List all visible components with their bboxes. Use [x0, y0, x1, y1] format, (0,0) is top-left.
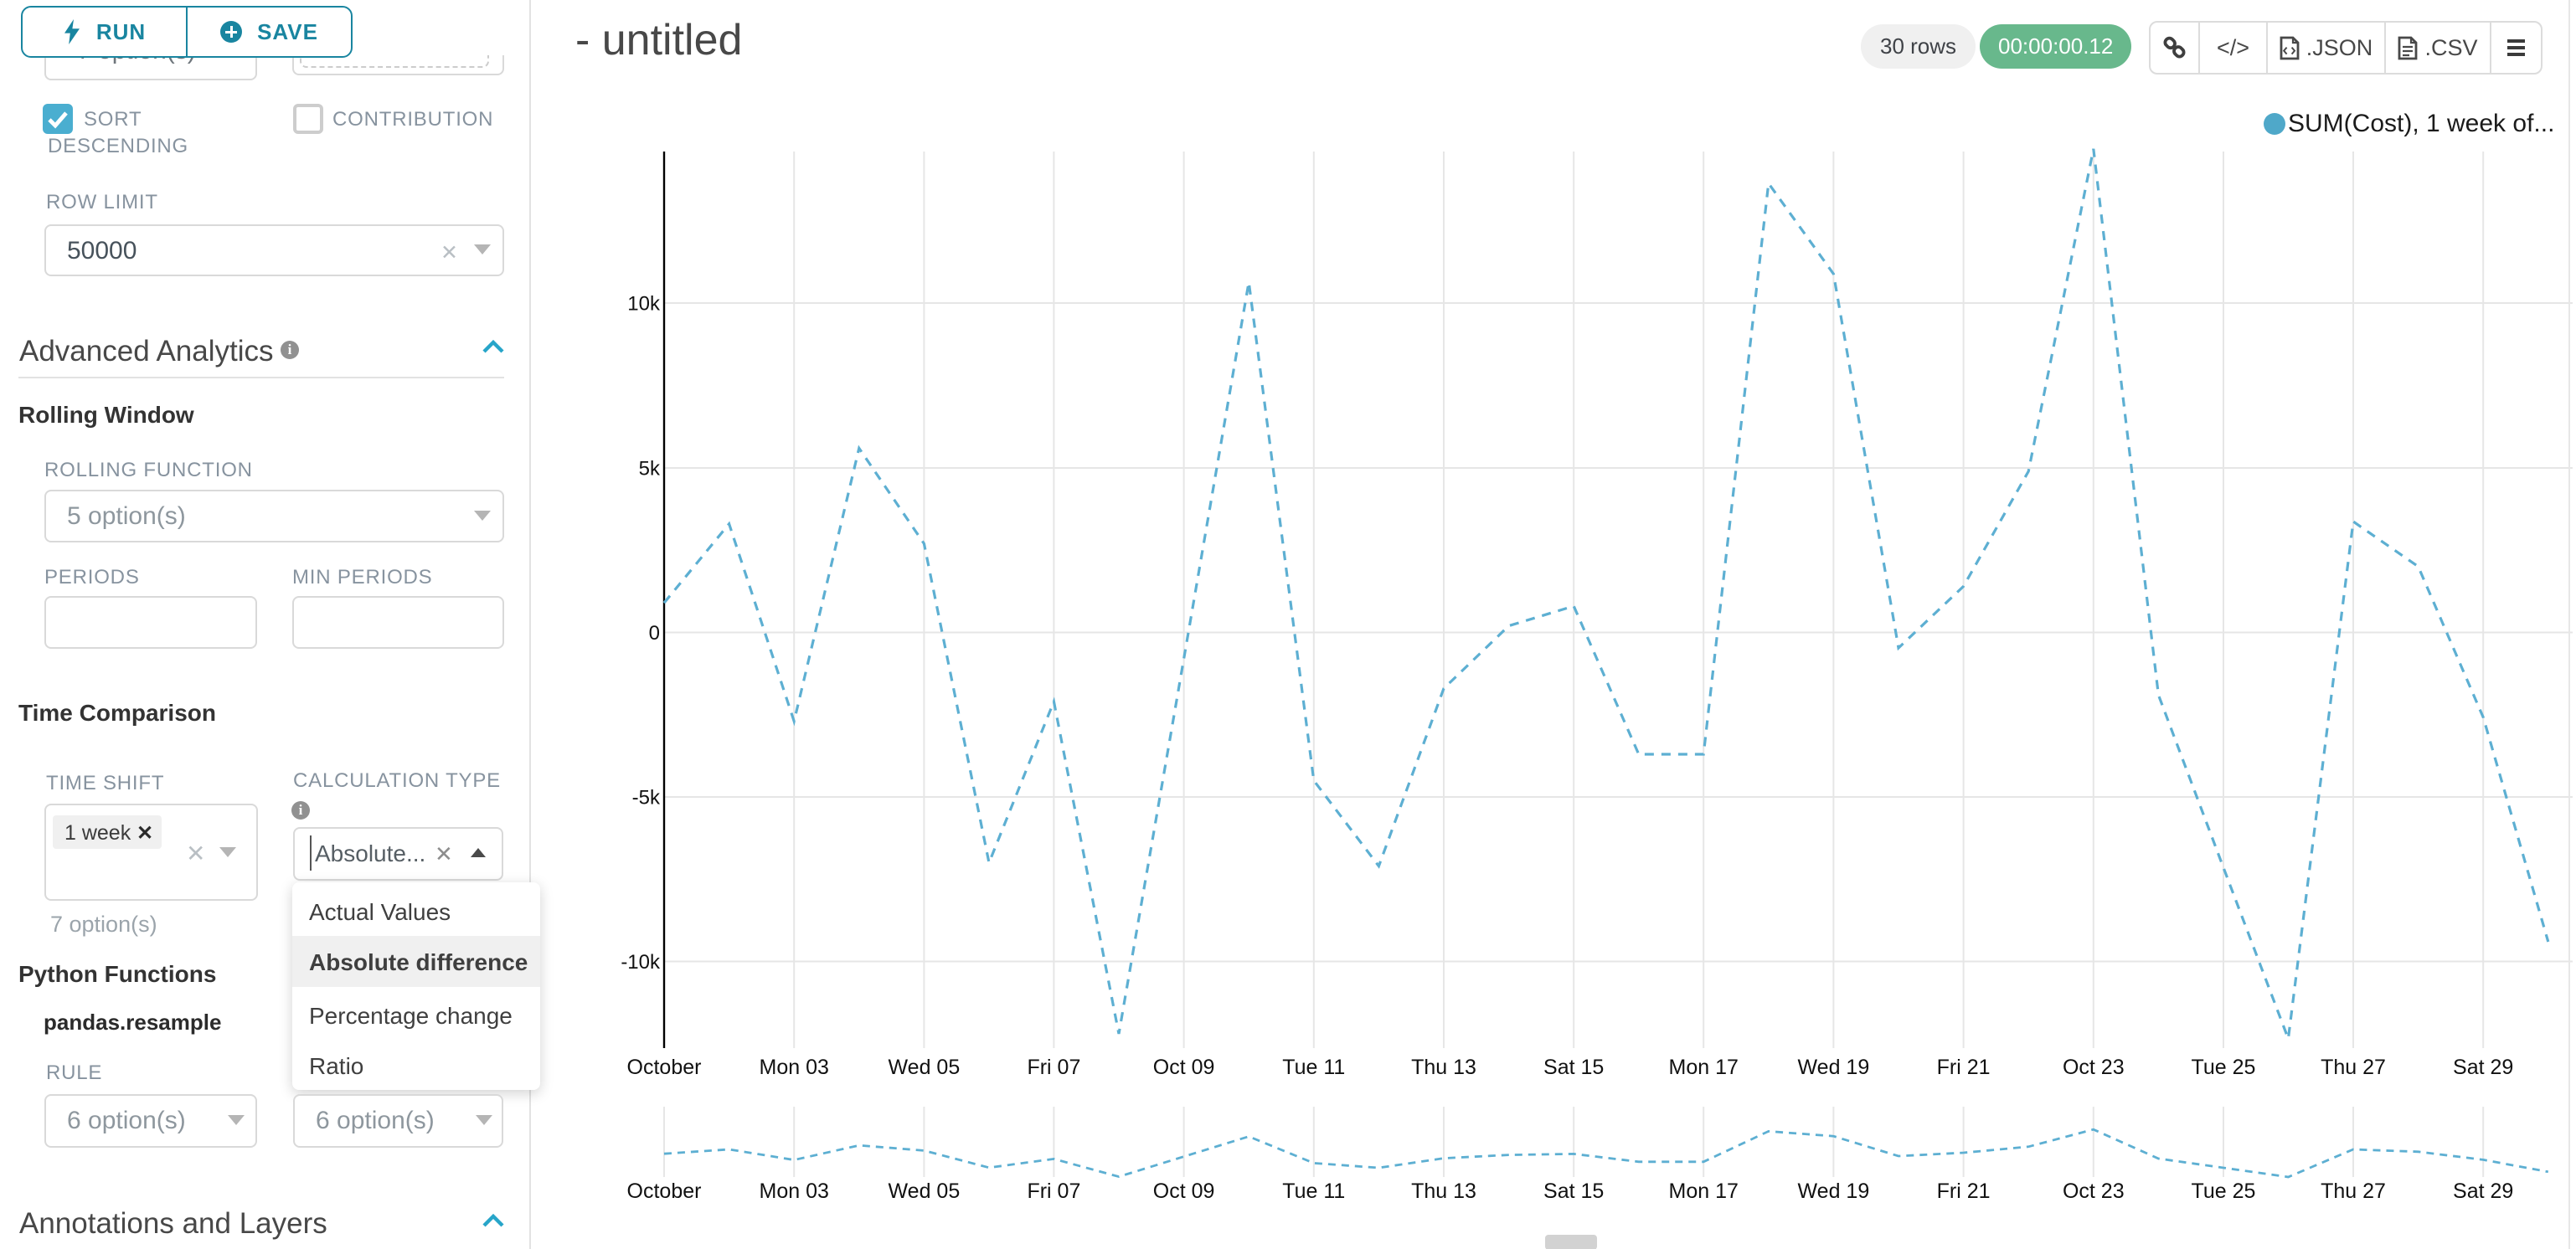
- svg-text:Wed 05: Wed 05: [889, 1056, 961, 1079]
- svg-text:Thu 27: Thu 27: [2321, 1180, 2386, 1203]
- svg-text:Tue 11: Tue 11: [1282, 1180, 1345, 1203]
- svg-text:Sat 15: Sat 15: [1543, 1056, 1604, 1079]
- svg-text:Fri 21: Fri 21: [1937, 1056, 1991, 1079]
- svg-text:October: October: [627, 1056, 702, 1079]
- svg-text:Tue 25: Tue 25: [2192, 1180, 2256, 1203]
- svg-text:Sat 29: Sat 29: [2453, 1056, 2513, 1079]
- svg-text:Fri 21: Fri 21: [1937, 1180, 1991, 1203]
- svg-text:Oct 09: Oct 09: [1153, 1056, 1215, 1079]
- svg-text:5k: 5k: [639, 457, 661, 480]
- svg-text:Mon 17: Mon 17: [1669, 1180, 1739, 1203]
- svg-text:Sat 15: Sat 15: [1543, 1180, 1604, 1203]
- svg-text:Wed 19: Wed 19: [1798, 1180, 1870, 1203]
- svg-text:Thu 27: Thu 27: [2321, 1056, 2386, 1079]
- svg-text:Mon 03: Mon 03: [760, 1056, 829, 1079]
- svg-text:Wed 19: Wed 19: [1798, 1056, 1870, 1079]
- svg-text:Tue 25: Tue 25: [2192, 1056, 2256, 1079]
- svg-text:Thu 13: Thu 13: [1411, 1180, 1476, 1203]
- svg-text:Tue 11: Tue 11: [1282, 1056, 1345, 1079]
- svg-text:Fri 07: Fri 07: [1027, 1180, 1080, 1203]
- svg-text:Oct 09: Oct 09: [1153, 1180, 1215, 1203]
- svg-text:Wed 05: Wed 05: [889, 1180, 961, 1203]
- svg-text:0: 0: [649, 622, 660, 645]
- svg-text:Thu 13: Thu 13: [1411, 1056, 1476, 1079]
- svg-text:Mon 03: Mon 03: [760, 1180, 829, 1203]
- svg-text:10k: 10k: [627, 292, 661, 315]
- svg-text:Oct 23: Oct 23: [2063, 1180, 2125, 1203]
- svg-text:Sat 29: Sat 29: [2453, 1180, 2513, 1203]
- svg-text:Mon 17: Mon 17: [1669, 1056, 1739, 1079]
- svg-text:Fri 07: Fri 07: [1027, 1056, 1080, 1079]
- svg-text:October: October: [627, 1180, 702, 1203]
- svg-text:Oct 23: Oct 23: [2063, 1056, 2125, 1079]
- svg-text:-10k: -10k: [621, 951, 661, 974]
- svg-text:-5k: -5k: [632, 786, 661, 809]
